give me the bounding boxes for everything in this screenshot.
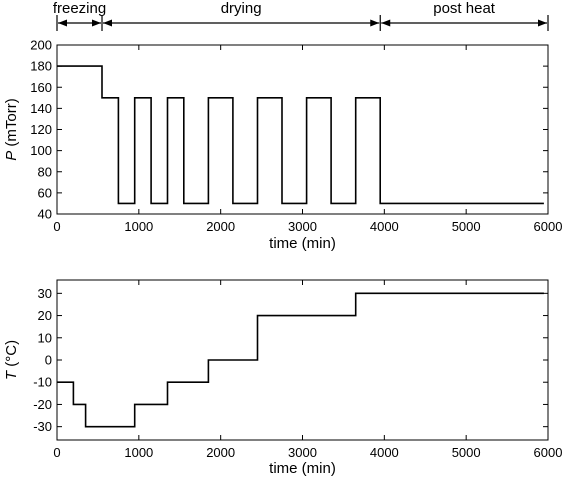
y-tick-label: -20 [33, 397, 52, 412]
y-tick-label: 30 [38, 286, 52, 301]
y-axis-label: T (°C) [3, 340, 20, 380]
phase-arrowhead-right [538, 19, 547, 27]
pressure-panel: 0 1000 2000 3000 4000 5000 6000 40 60 80 100 120 140… [3, 38, 562, 253]
x-tick-label: 4000 [370, 219, 399, 234]
x-tick-label: 2000 [206, 219, 235, 234]
x-tick-label: 3000 [288, 219, 317, 234]
y-tick-label: -30 [33, 419, 52, 434]
y-axis-label: P (mTorr) [3, 98, 20, 161]
y-tick-label: 120 [30, 122, 52, 137]
y-tick-label: 10 [38, 330, 52, 345]
y-tick-label: 0 [45, 353, 52, 368]
phase-timeline: freezing drying post heat [53, 0, 549, 31]
y-tick-label: 160 [30, 80, 52, 95]
x-tick-label: 3000 [288, 445, 317, 460]
y-axis-symbol: P [3, 151, 20, 161]
plot-frame [56, 279, 549, 441]
x-tick-label: 6000 [534, 219, 563, 234]
x-tick-label: 2000 [206, 445, 235, 460]
y-tick-label: 80 [38, 164, 52, 179]
x-tick-label: 1000 [124, 219, 153, 234]
y-tick-label: 60 [38, 185, 52, 200]
y-tick-label: 20 [38, 308, 52, 323]
y-axis-unit: (mTorr) [3, 98, 20, 151]
series-line [57, 292, 544, 428]
phase-arrowhead-left [381, 19, 391, 27]
y-tick-label: 100 [30, 143, 52, 158]
x-tick-label: 4000 [370, 445, 399, 460]
temperature-panel: 0 1000 2000 3000 4000 5000 6000 -30 -20 -10 0 10 20 3… [3, 279, 563, 477]
x-tick-label: 0 [53, 445, 60, 460]
phase-label: post heat [433, 0, 496, 17]
x-axis-label: time (min) [269, 235, 336, 252]
series-line [57, 65, 544, 205]
x-tick-label: 6000 [534, 445, 563, 460]
phase-label: freezing [53, 0, 106, 17]
y-axis-symbol: T [3, 369, 20, 380]
x-tick-label: 1000 [124, 445, 153, 460]
phase-label: drying [221, 0, 262, 17]
phase-arrowhead-right [370, 19, 380, 27]
phase-arrowhead-left [58, 19, 67, 27]
phase-arrowhead-left [103, 19, 113, 27]
y-tick-label: -10 [33, 375, 52, 390]
y-tick-label: 40 [38, 207, 52, 222]
x-axis-label: time (min) [269, 460, 336, 477]
phase-arrowhead-right [92, 19, 102, 27]
y-tick-label: 140 [30, 101, 52, 116]
plot-frame [56, 44, 549, 215]
y-tick-label: 180 [30, 59, 52, 74]
x-tick-label: 5000 [452, 219, 481, 234]
y-axis-unit: (°C) [3, 340, 20, 371]
x-tick-label: 5000 [452, 445, 481, 460]
x-tick-label: 0 [53, 219, 60, 234]
y-tick-label: 200 [30, 38, 52, 53]
